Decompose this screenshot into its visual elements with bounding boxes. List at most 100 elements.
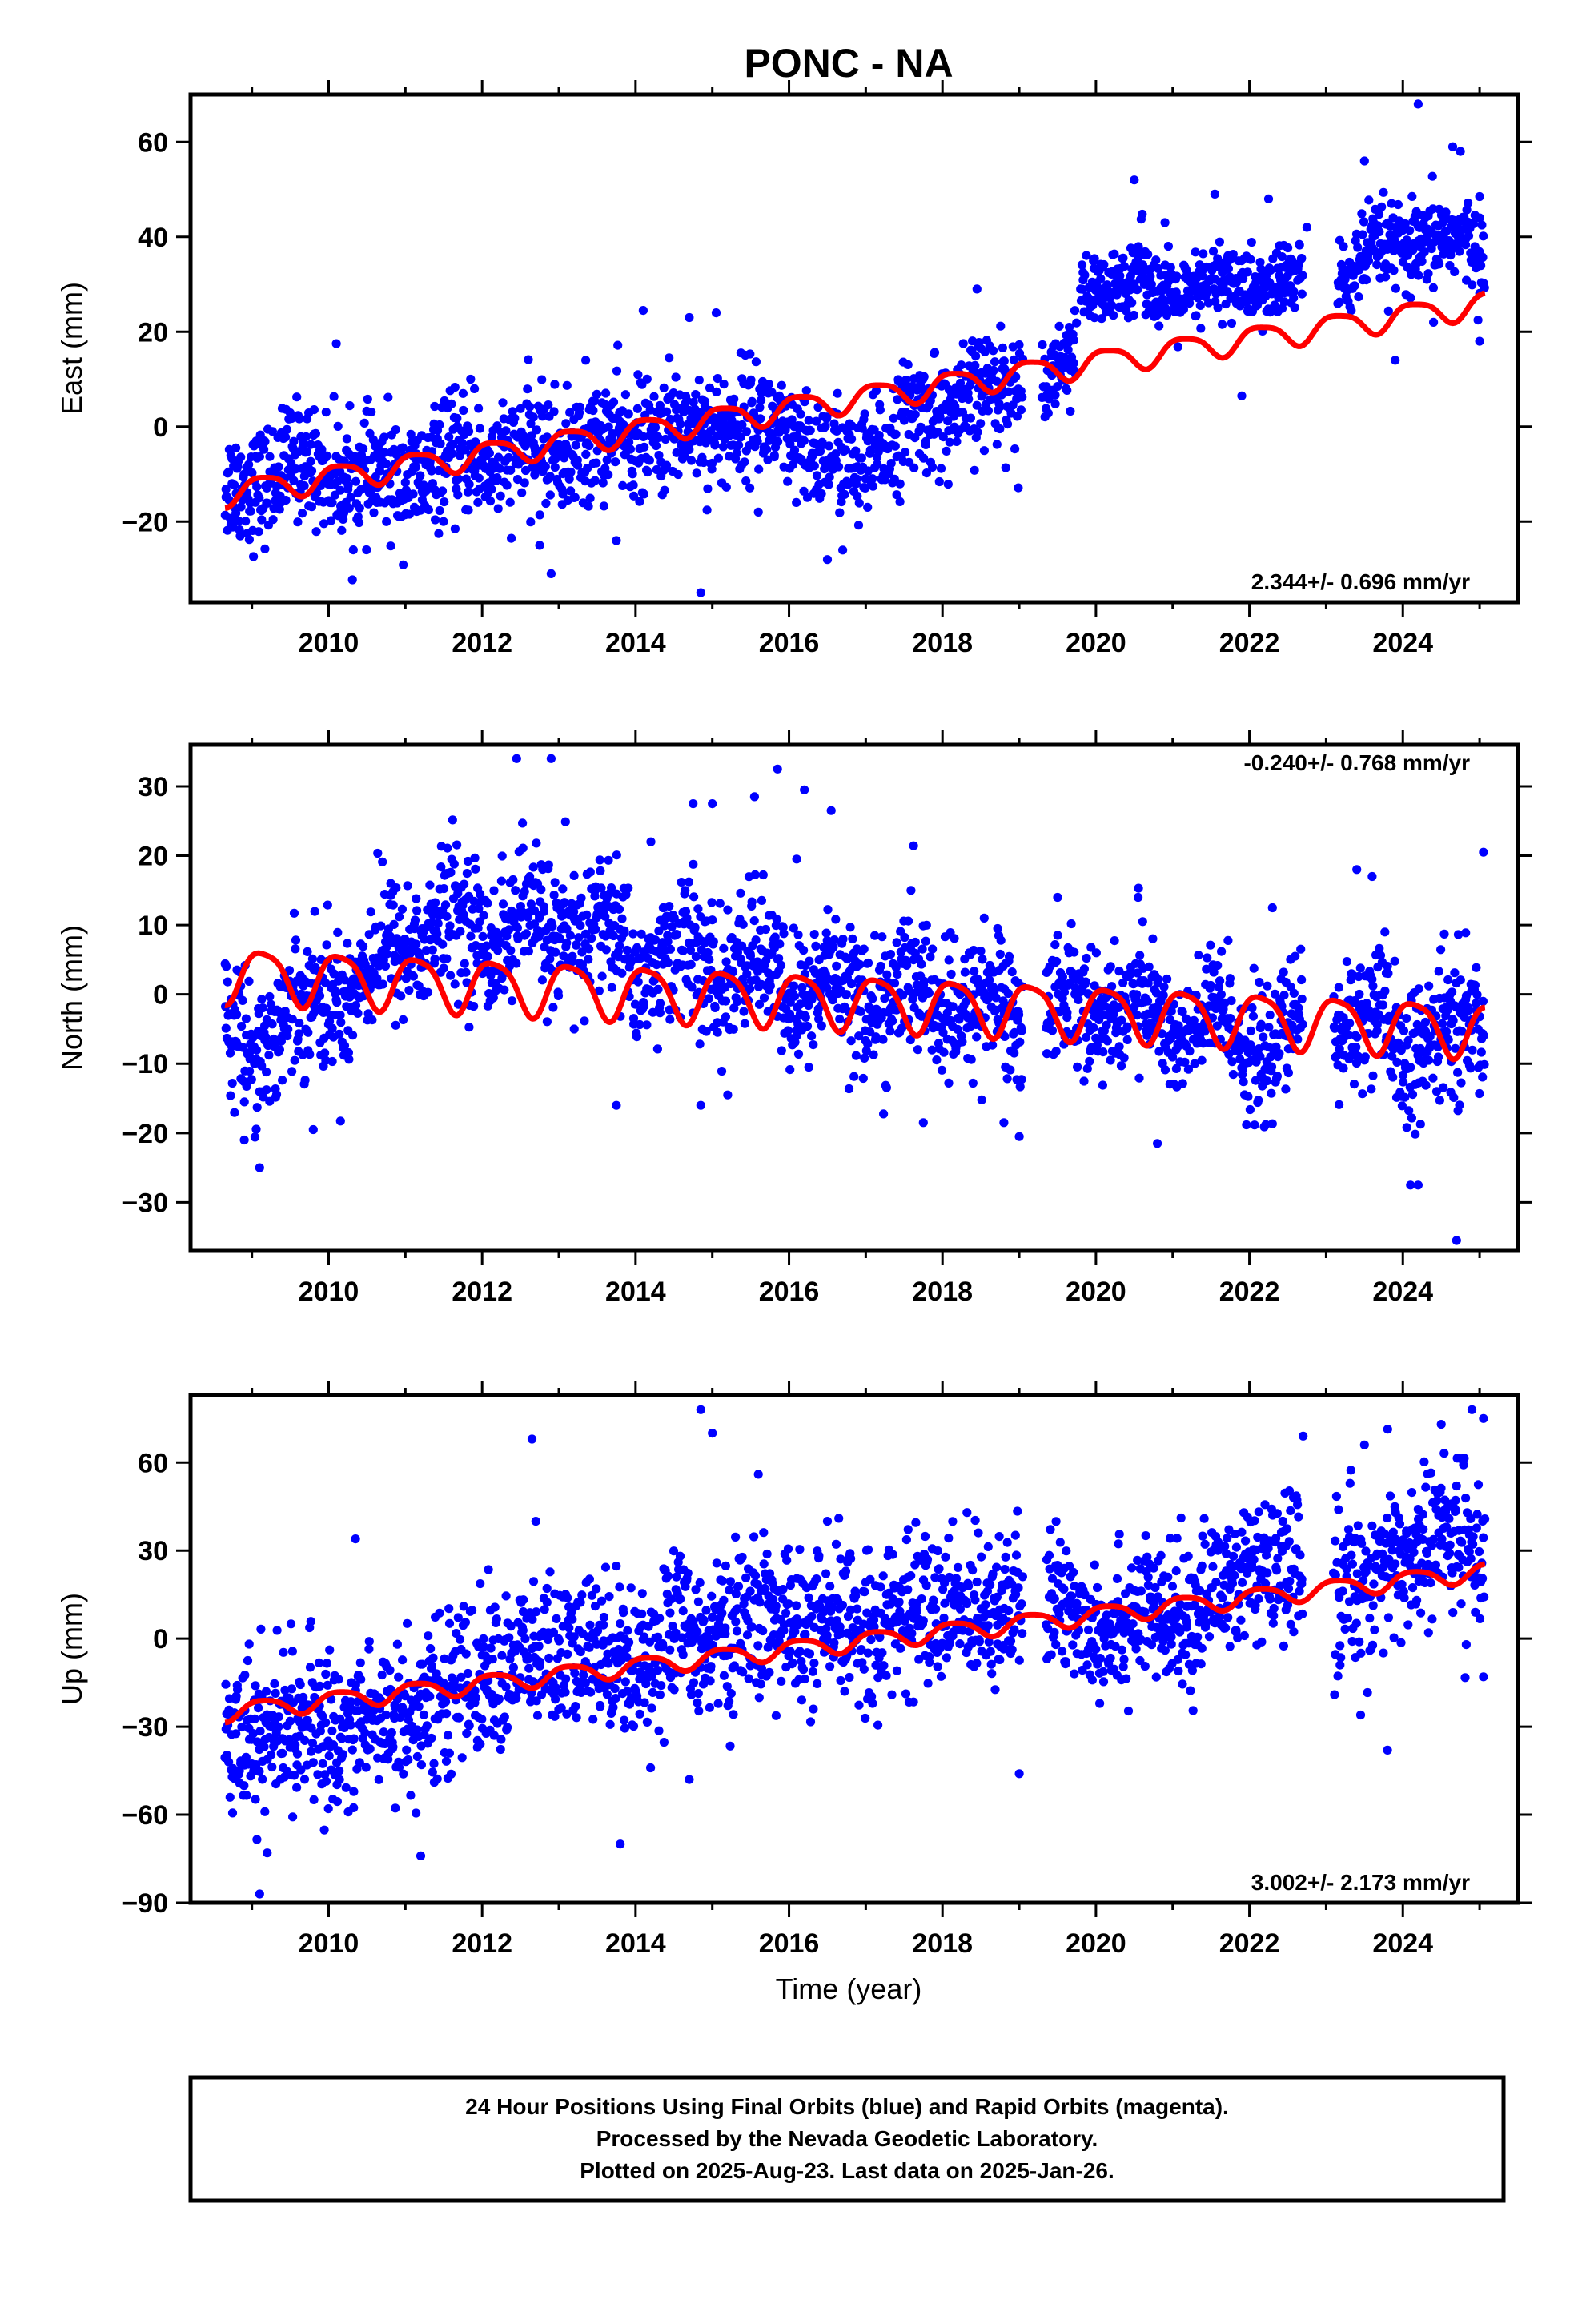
observation-point [997,390,1006,400]
observation-point [327,1056,337,1067]
observation-point [977,1095,986,1104]
observation-point [396,991,406,1001]
observation-point [1342,957,1351,967]
observation-point [1423,269,1433,279]
observation-point [614,904,624,914]
observation-point [464,480,474,489]
observation-point [322,1659,331,1668]
observation-point [354,518,364,528]
observation-point [287,1015,297,1024]
observation-point [406,1791,416,1800]
observation-point [689,892,699,902]
observation-point [576,921,585,931]
observation-point [545,490,555,500]
observation-point [1264,1023,1274,1032]
observation-point [773,764,782,774]
observation-point [958,1037,967,1047]
observation-point [757,895,767,905]
observation-point [970,360,980,370]
observation-point [1245,1104,1255,1115]
observation-point [1297,254,1307,263]
observation-point [831,915,841,924]
observation-point [427,1733,436,1743]
observation-point [856,1007,865,1016]
observation-point [232,1010,242,1019]
observation-point [1135,951,1145,960]
observation-point [877,932,887,942]
observation-point [762,444,772,454]
observation-point [1406,293,1415,303]
observation-point [1375,227,1384,237]
observation-point [584,944,594,954]
observation-point [412,894,421,903]
observation-point [1266,266,1275,275]
observation-point [653,984,663,994]
observation-point [1015,1037,1025,1047]
observation-point [1081,977,1090,987]
observation-point [410,915,420,925]
y-tick-label: 20 [138,317,168,348]
observation-point [298,509,307,518]
observation-point [708,915,717,925]
observation-point [1359,217,1369,227]
observation-point [286,1619,296,1629]
observation-point [1357,209,1367,219]
observation-point [740,457,749,467]
observation-point [1127,298,1137,308]
observation-point [689,799,698,809]
observation-point [262,1085,271,1095]
observation-point [302,447,312,456]
observation-point [1475,1088,1484,1099]
observation-point [1291,951,1300,961]
observation-point [703,484,713,493]
y-tick-label: 30 [138,772,168,802]
observation-point [381,459,391,469]
observation-point [365,1744,375,1754]
observation-point [772,915,781,924]
observation-point [1134,883,1143,893]
observation-point [859,944,869,954]
observation-point [1134,1073,1144,1083]
observation-point [632,404,643,413]
observation-point [903,360,913,369]
observation-point [1476,261,1486,271]
observation-point [1472,963,1481,972]
observation-point [1182,266,1191,275]
observation-point [483,951,492,961]
observation-point [306,456,315,466]
observation-point [708,458,717,468]
observation-point [493,946,503,955]
observation-point [990,357,1000,367]
observation-point [1283,1068,1293,1078]
observation-point [1449,1092,1459,1102]
observation-point [1070,947,1079,957]
observation-point [1473,316,1483,325]
observation-point [278,1076,287,1085]
observation-point [1142,996,1153,1006]
observation-point [1080,271,1090,280]
observation-point [385,1665,395,1675]
observation-point [1018,392,1027,402]
observation-point [230,1108,239,1117]
observation-point [758,870,768,880]
observation-point [613,340,623,350]
observation-point [336,1018,346,1027]
observation-point [1223,264,1233,274]
observation-point [857,424,867,433]
observation-point [719,943,729,953]
observation-point [267,1750,276,1759]
observation-point [264,1051,274,1060]
observation-point [240,1671,250,1680]
observation-point [916,422,926,432]
observation-point [345,401,355,411]
observation-point [306,440,315,449]
observation-point [425,1691,435,1701]
observation-point [1478,996,1488,1006]
observation-point [973,428,982,437]
observation-point [861,474,870,484]
observation-point [546,569,556,579]
observation-point [333,421,343,432]
observation-point [957,360,966,370]
observation-point [250,1714,259,1723]
observation-point [848,934,857,943]
